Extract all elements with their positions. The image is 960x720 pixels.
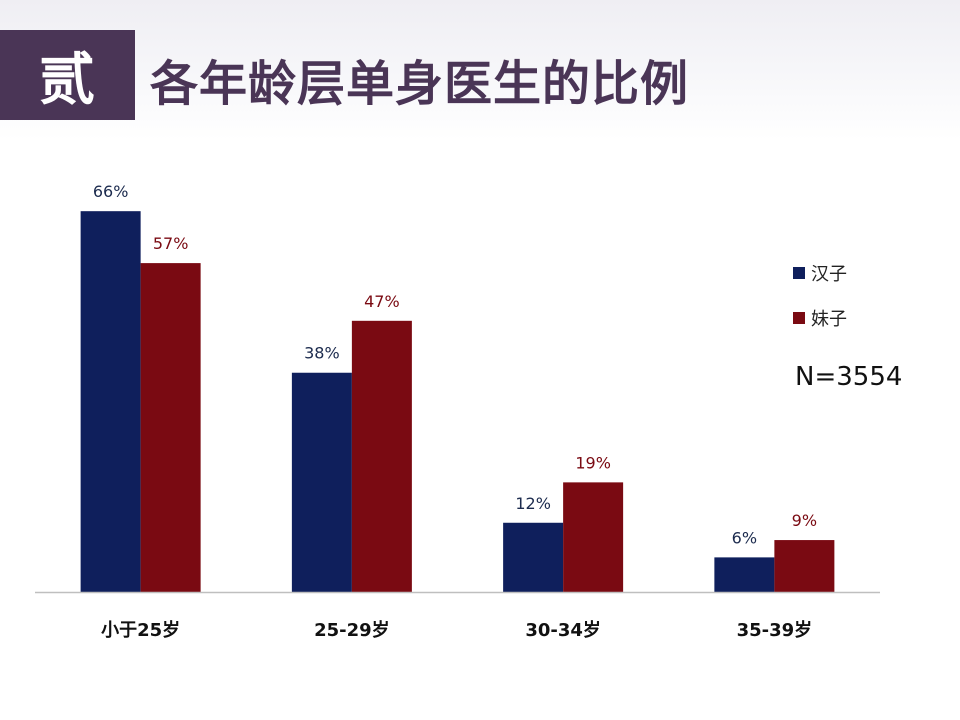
data-label-male-3: 6% [732,528,757,547]
bar-male-0 [80,211,141,592]
data-label-male-1: 38% [304,344,340,363]
bar-male-1 [291,372,352,592]
data-label-male-2: 12% [515,494,551,513]
page-title: 各年龄层单身医生的比例 [150,56,690,112]
category-label-1: 25-29岁 [314,619,390,641]
data-label-female-2: 19% [575,453,611,472]
data-label-male-0: 66% [93,182,129,201]
legend-label-female: 妹子 [811,309,847,330]
category-label-3: 35-39岁 [737,619,813,641]
legend: 汉子 妹子 [793,262,847,352]
bar-male-2 [503,522,564,592]
legend-item-female: 妹子 [793,307,847,330]
header-band [0,0,960,140]
bar-female-1 [351,320,412,592]
category-label-0: 小于25岁 [101,619,180,641]
data-label-female-3: 9% [792,511,817,530]
legend-swatch-male [793,267,805,279]
section-label: 贰 [39,47,96,113]
data-label-female-1: 47% [364,292,400,311]
legend-label-male: 汉子 [811,264,847,285]
bar-female-2 [563,482,624,592]
bar-female-0 [140,263,201,592]
legend-item-male: 汉子 [793,262,847,285]
bar-female-3 [774,540,835,592]
category-label-2: 30-34岁 [525,619,601,641]
data-label-female-0: 57% [153,234,189,253]
sample-size-label: N=3554 [795,362,903,392]
legend-swatch-female [793,312,805,324]
bar-male-3 [714,557,775,592]
section-badge: 贰 [0,30,135,120]
